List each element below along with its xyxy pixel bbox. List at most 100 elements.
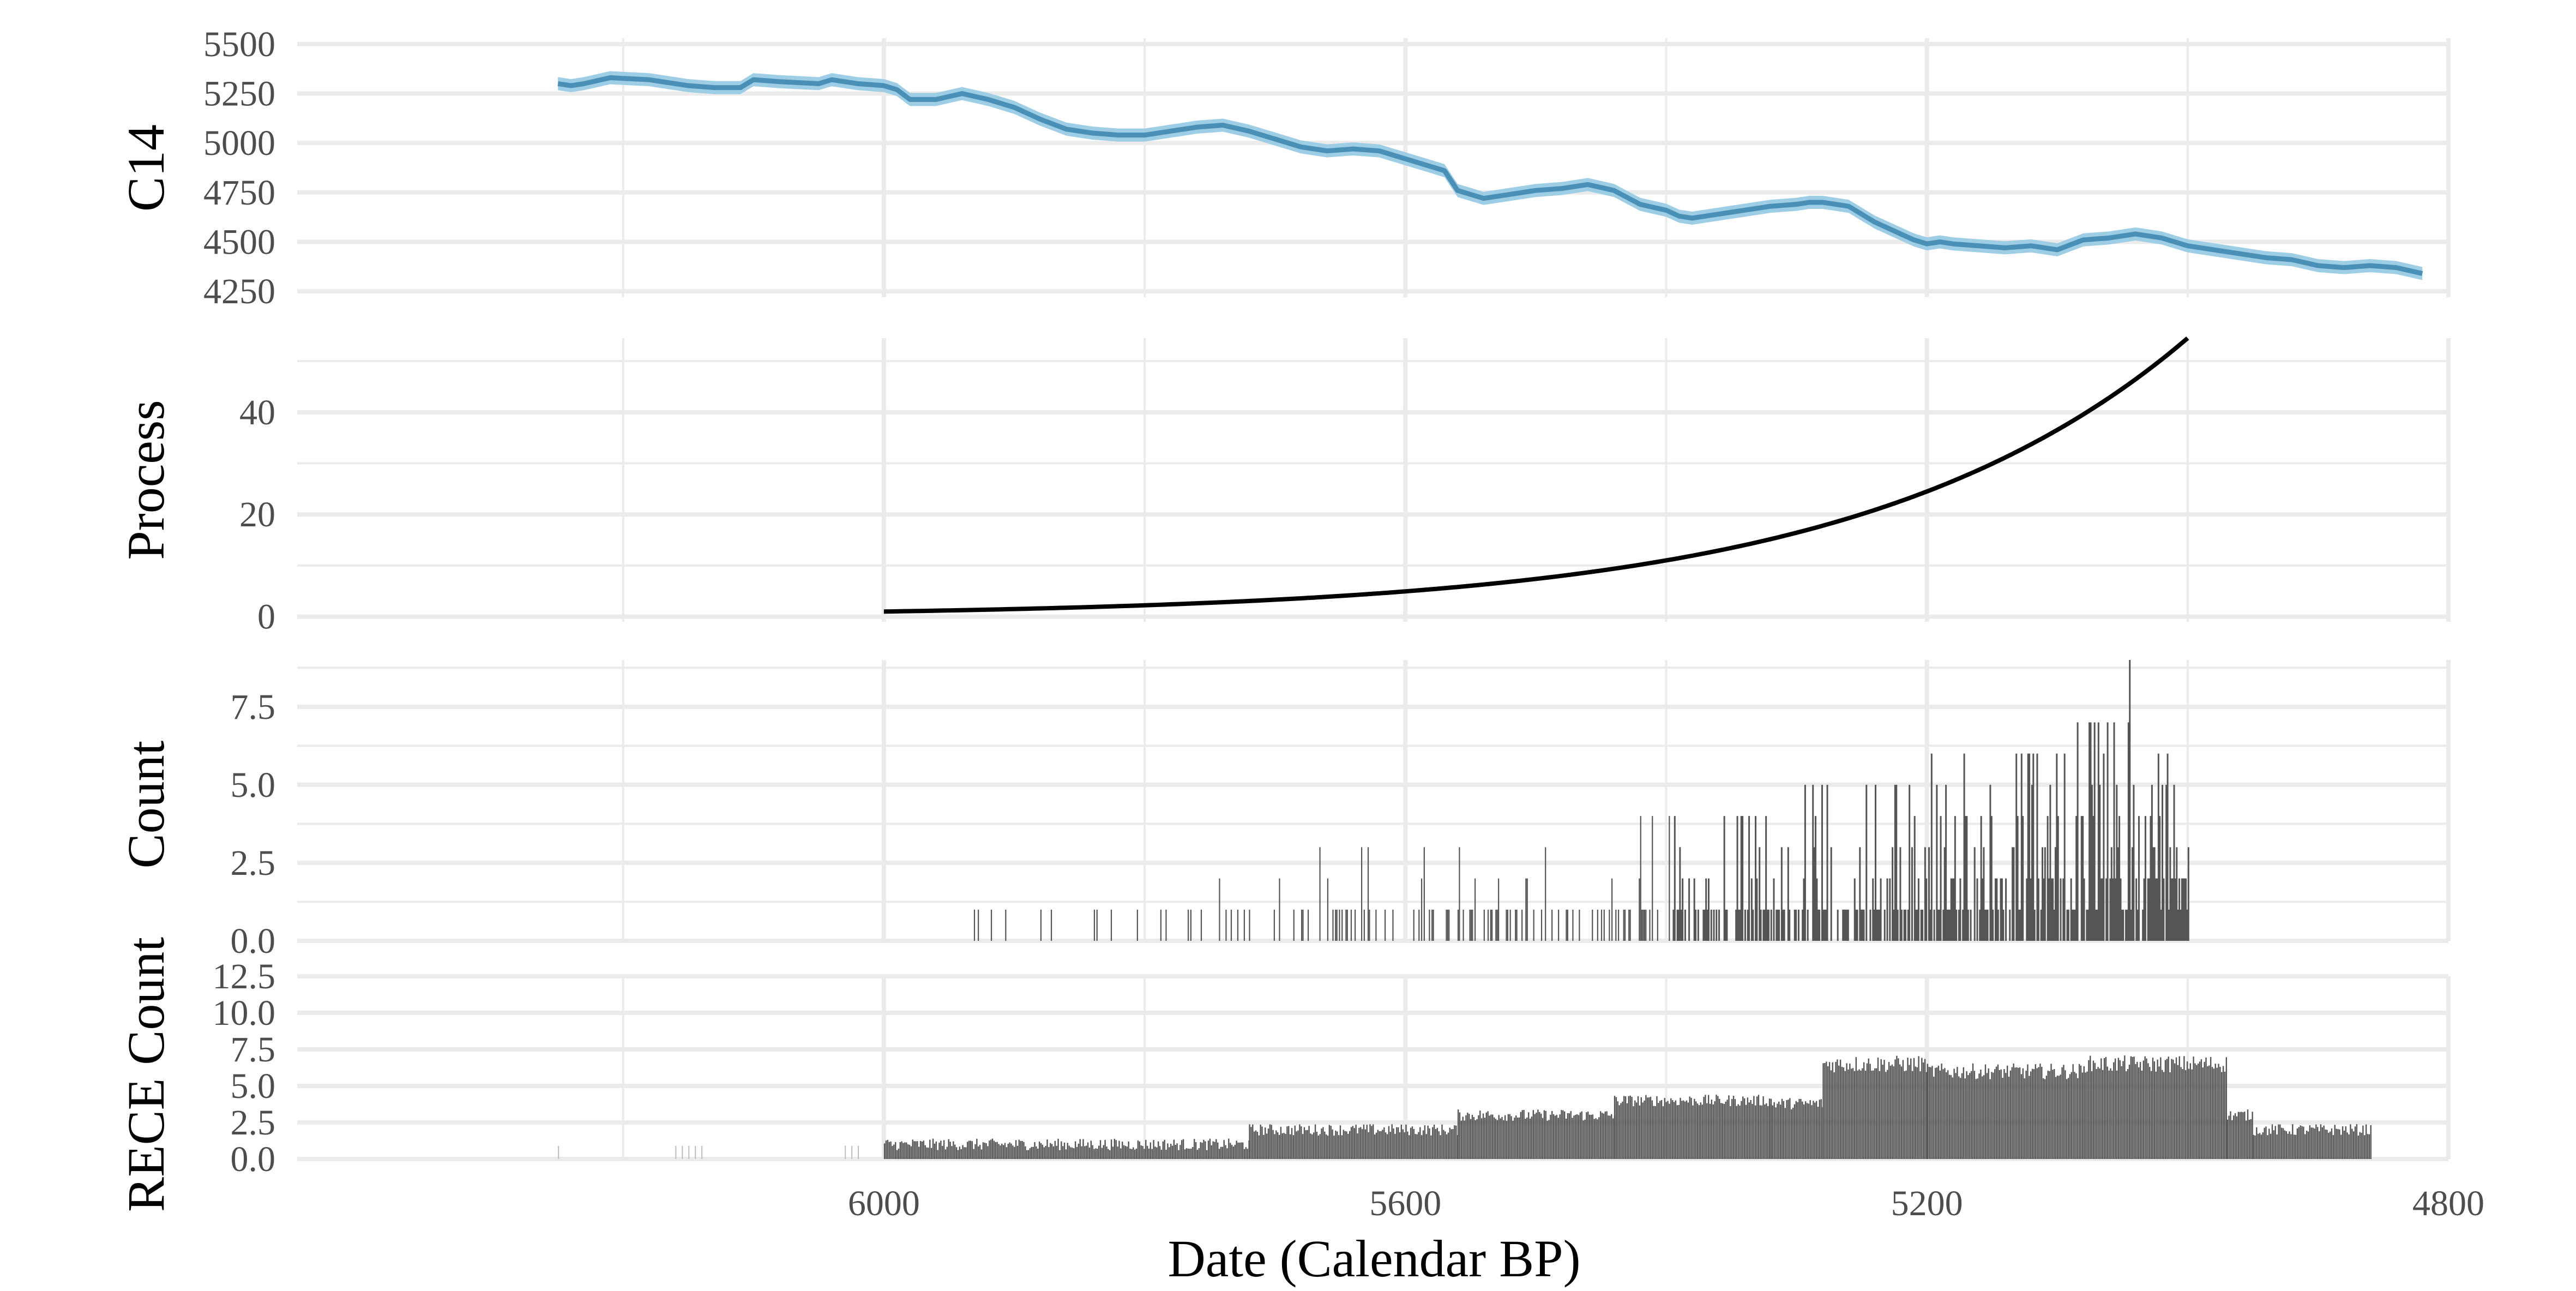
x-axis: 6000 5600 5200 4800 <box>848 1184 2484 1223</box>
rece-bar <box>1043 1147 1045 1159</box>
count-bar <box>2057 816 2059 941</box>
rece-bar <box>1828 1062 1831 1159</box>
rece-bar <box>1755 1105 1756 1159</box>
count-bar <box>1795 909 1797 941</box>
rece-bar <box>1898 1058 1899 1159</box>
count-bar <box>1842 909 1844 941</box>
rece-bar <box>1529 1118 1531 1159</box>
rece-bar <box>1579 1112 1581 1159</box>
rece-bar <box>1520 1112 1522 1159</box>
count-bar <box>2066 909 2068 941</box>
rece-bar <box>2225 1057 2228 1159</box>
y-tick-label: 0.0 <box>231 921 276 961</box>
rece-bar <box>955 1147 958 1159</box>
rece-bar <box>1747 1097 1749 1159</box>
rece-bar <box>2049 1071 2050 1159</box>
rece-bar <box>1337 1131 1338 1159</box>
rece-bar <box>2345 1126 2347 1159</box>
count-bar <box>1572 909 1574 941</box>
rece-bar <box>2166 1059 2168 1159</box>
rece-bar <box>1817 1107 1819 1159</box>
rece-bar <box>1745 1104 1747 1159</box>
rece-bar <box>1748 1102 1750 1159</box>
rece-bar <box>2211 1067 2213 1159</box>
count-bar <box>1050 909 1052 941</box>
rece-bar <box>2199 1061 2201 1159</box>
rece-bar <box>985 1143 987 1159</box>
rece-bar <box>1631 1097 1633 1159</box>
rece-bar <box>1936 1067 1938 1159</box>
rece-bar <box>1572 1118 1573 1159</box>
rece-bar <box>2304 1134 2306 1159</box>
rece-bar <box>2298 1127 2300 1159</box>
count-bar <box>1695 909 1697 941</box>
rece-bar <box>1347 1133 1349 1159</box>
rece-bar <box>962 1145 964 1159</box>
rece-bar <box>1700 1102 1702 1159</box>
count-bar <box>2070 878 2072 941</box>
rece-bar <box>2312 1127 2314 1159</box>
rece-bar <box>1148 1148 1150 1159</box>
rece-bar <box>1706 1103 1708 1159</box>
rece-bar <box>1263 1134 1265 1159</box>
count-bar <box>1807 909 1809 941</box>
rece-bar <box>1712 1104 1714 1159</box>
count-bar <box>1160 909 1161 941</box>
rece-bar <box>2244 1112 2246 1159</box>
rece-bar <box>2014 1067 2016 1159</box>
rece-bar <box>1779 1104 1781 1159</box>
rece-faint-bar <box>675 1145 677 1159</box>
rece-bar <box>1123 1145 1125 1159</box>
rece-bar <box>1072 1148 1073 1159</box>
rece-bar <box>1983 1075 1985 1159</box>
count-bar <box>2176 847 2178 941</box>
rece-bar <box>1787 1100 1789 1159</box>
rece-bar <box>1993 1072 1994 1159</box>
count-bar <box>1797 909 1799 941</box>
count-bar <box>1787 847 1789 941</box>
count-bar <box>1900 909 1903 941</box>
rece-bar <box>1725 1101 1726 1159</box>
rece-bar <box>1245 1147 1247 1159</box>
rece-bar <box>1070 1147 1072 1159</box>
count-bar <box>1190 909 1191 941</box>
rece-bar <box>1427 1125 1429 1159</box>
count-bar <box>2148 878 2151 941</box>
rece-bar <box>2230 1111 2231 1159</box>
rece-bar <box>1863 1062 1865 1159</box>
rece-bar <box>2075 1073 2077 1159</box>
rece-bar <box>1523 1110 1525 1159</box>
rece-bar <box>2085 1072 2086 1159</box>
rece-bar <box>2135 1064 2136 1159</box>
rece-bar <box>1281 1133 1284 1159</box>
count-bar <box>1345 909 1347 941</box>
rece-bar <box>1169 1147 1170 1159</box>
rece-bar <box>1042 1144 1044 1159</box>
count-bar <box>1592 909 1593 941</box>
x-tick-label: 4800 <box>2412 1184 2484 1223</box>
rece-bar <box>2108 1070 2110 1159</box>
y-tick-label: 10.0 <box>213 993 276 1033</box>
rece-bar <box>1973 1071 1976 1159</box>
rece-bar <box>2127 1069 2129 1159</box>
rece-bar <box>1792 1108 1794 1159</box>
rece-bar <box>1018 1139 1020 1159</box>
rece-bar <box>1447 1132 1449 1159</box>
x-tick-label: 5200 <box>1891 1184 1963 1223</box>
rece-bar <box>2047 1071 2049 1159</box>
rece-bar <box>2157 1059 2158 1159</box>
rece-bar <box>890 1141 892 1159</box>
rece-bar <box>960 1149 962 1159</box>
rece-bar <box>1827 1066 1829 1159</box>
count-bar <box>2001 878 2003 941</box>
rece-bar <box>926 1147 928 1159</box>
count-bar <box>2172 878 2174 941</box>
count-bar <box>1962 909 1964 941</box>
rece-bar <box>1436 1127 1439 1159</box>
count-bar <box>1747 909 1749 941</box>
rece-bar <box>2061 1067 2063 1159</box>
rece-bar <box>1407 1131 1409 1159</box>
count-bar <box>1775 909 1778 941</box>
rece-bar <box>1076 1146 1078 1159</box>
count-bar <box>1521 909 1523 941</box>
